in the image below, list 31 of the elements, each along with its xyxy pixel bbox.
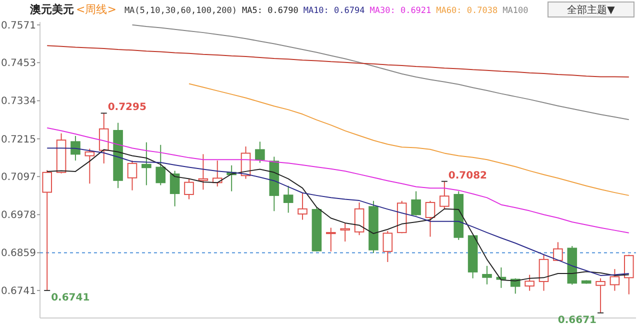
candlestick (198, 154, 208, 190)
chart-subtitle: <周线> (76, 3, 116, 16)
candlestick (298, 192, 308, 220)
y-tick-label: 0.7097 (1, 172, 36, 184)
y-tick-label: 0.6741 (1, 286, 36, 297)
text: MA10: 0.6794 (303, 6, 365, 16)
annotation: 0.7082 (448, 170, 488, 182)
annotation: 0.6741 (51, 292, 90, 304)
y-tick-label: 0.6978 (1, 210, 36, 222)
y-tick-label: 0.7571 (1, 20, 36, 32)
y-tick-label: 0.6859 (1, 248, 36, 260)
candlestick (98, 112, 109, 164)
candlestick (283, 185, 294, 214)
text: 全部主题▼ (567, 4, 616, 16)
text: MA60: 0.7038 (436, 6, 498, 16)
annotation: 0.6671 (558, 314, 597, 326)
chart-title: 澳元美元 (29, 3, 74, 16)
y-tick-label: 0.7453 (1, 58, 36, 70)
y-tick-label: 0.7215 (1, 134, 36, 146)
candlestick (142, 142, 152, 186)
text: MA100 (502, 6, 528, 16)
text: MA30: 0.6921 (370, 6, 432, 16)
y-tick-label: 0.7334 (1, 96, 36, 108)
candlestick (482, 265, 492, 285)
annotation: 0.7295 (108, 102, 146, 114)
line-series (46, 127, 630, 234)
candlestick (113, 122, 123, 189)
legend-title: MA(5,10,30,60,100,200) (124, 6, 238, 16)
line-series (188, 83, 630, 196)
line-series (46, 45, 630, 78)
text: MA5: 0.6790 (242, 6, 298, 16)
